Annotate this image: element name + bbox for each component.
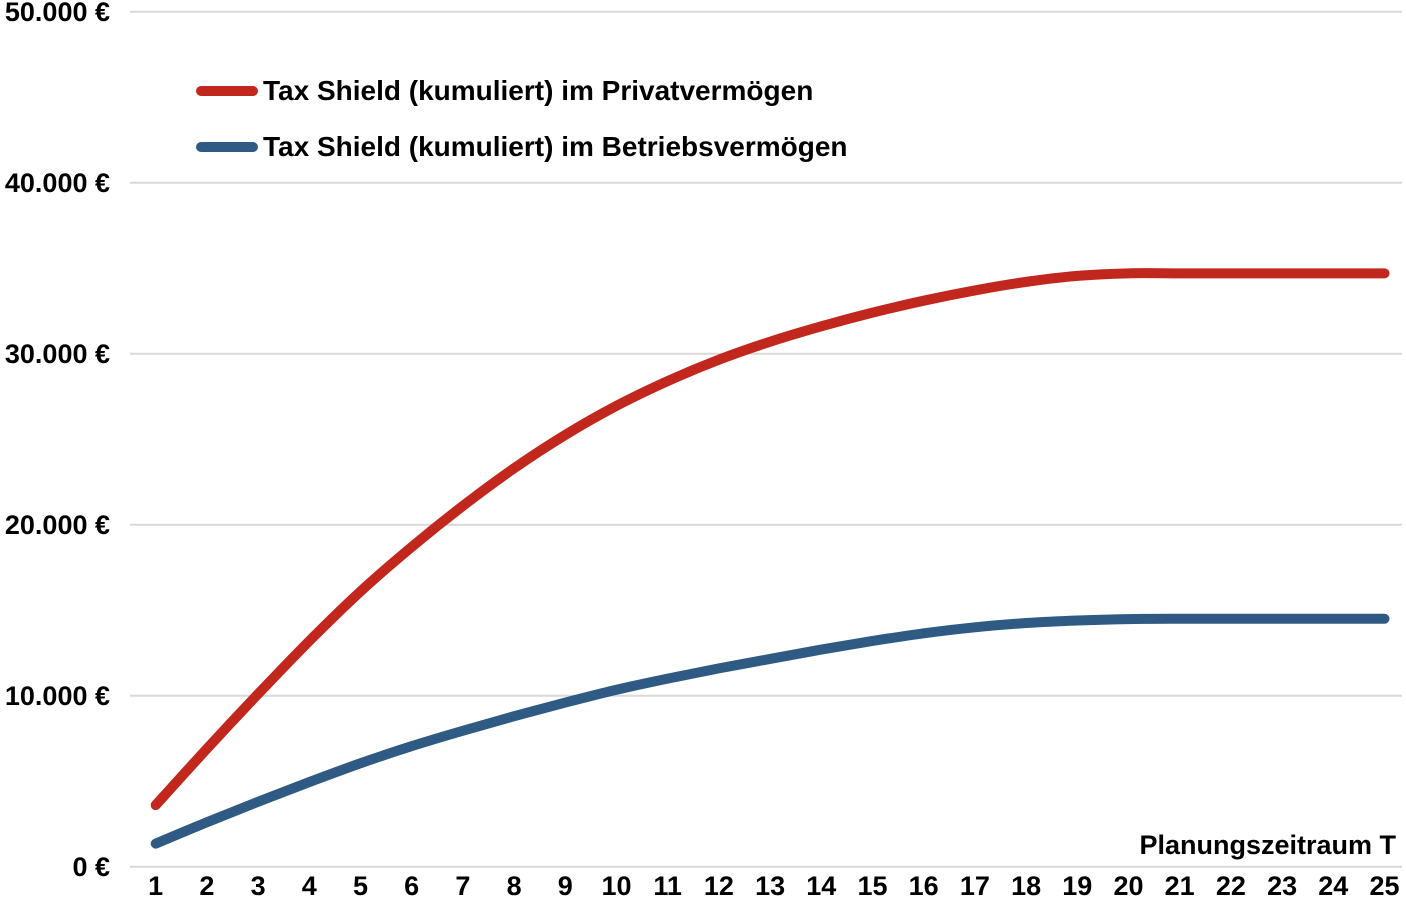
x-tick-label: 9	[557, 871, 573, 901]
y-tick-label: 30.000 €	[4, 338, 110, 369]
x-tick-label: 14	[806, 871, 837, 901]
y-tick-label: 50.000 €	[4, 0, 110, 27]
legend-label-privatvermoegen: Tax Shield (kumuliert) im Privatvermögen	[263, 75, 814, 106]
x-tick-label: 21	[1164, 871, 1195, 901]
legend-item-privatvermoegen: Tax Shield (kumuliert) im Privatvermögen	[196, 75, 813, 107]
x-tick-label: 6	[404, 871, 420, 901]
x-tick-label: 15	[857, 871, 888, 901]
y-tick-label: 10.000 €	[4, 680, 110, 711]
x-tick-label: 5	[352, 871, 369, 901]
x-tick-label: 18	[1011, 871, 1042, 901]
x-tick-label: 19	[1062, 871, 1093, 901]
x-tick-label: 13	[755, 871, 786, 901]
x-tick-label: 23	[1267, 871, 1298, 901]
x-axis-title: Planungszeitraum T	[1139, 830, 1396, 860]
legend-item-betriebsvermoegen: Tax Shield (kumuliert) im Betriebsvermög…	[196, 131, 848, 163]
x-tick-label: 8	[506, 871, 522, 901]
legend-swatch-betriebsvermoegen-icon	[196, 142, 258, 152]
y-tick-label: 0 €	[72, 851, 110, 882]
series-line-betriebsvermoegen	[150, 613, 1390, 849]
series-line-privatvermoegen	[150, 268, 1390, 811]
x-tick-label: 4	[301, 871, 317, 901]
x-tick-label: 1	[148, 871, 164, 901]
legend-swatch-privatvermoegen-icon	[196, 86, 258, 96]
x-tick-label: 16	[908, 871, 939, 901]
legend-label-betriebsvermoegen: Tax Shield (kumuliert) im Betriebsvermög…	[263, 131, 848, 162]
x-tick-label: 7	[455, 871, 471, 901]
y-tick-label: 20.000 €	[4, 509, 110, 540]
x-tick-label: 20	[1113, 871, 1144, 901]
x-tick-label: 11	[653, 871, 682, 901]
x-tick-label: 2	[199, 871, 215, 901]
x-tick-label: 17	[959, 871, 990, 901]
x-tick-label: 22	[1215, 871, 1246, 901]
x-tick-label: 3	[250, 871, 266, 901]
x-tick-label: 12	[703, 871, 734, 901]
x-tick-label: 25	[1369, 871, 1400, 901]
y-tick-label: 40.000 €	[4, 167, 110, 198]
x-tick-label: 10	[601, 871, 632, 901]
x-tick-label: 24	[1318, 871, 1349, 901]
